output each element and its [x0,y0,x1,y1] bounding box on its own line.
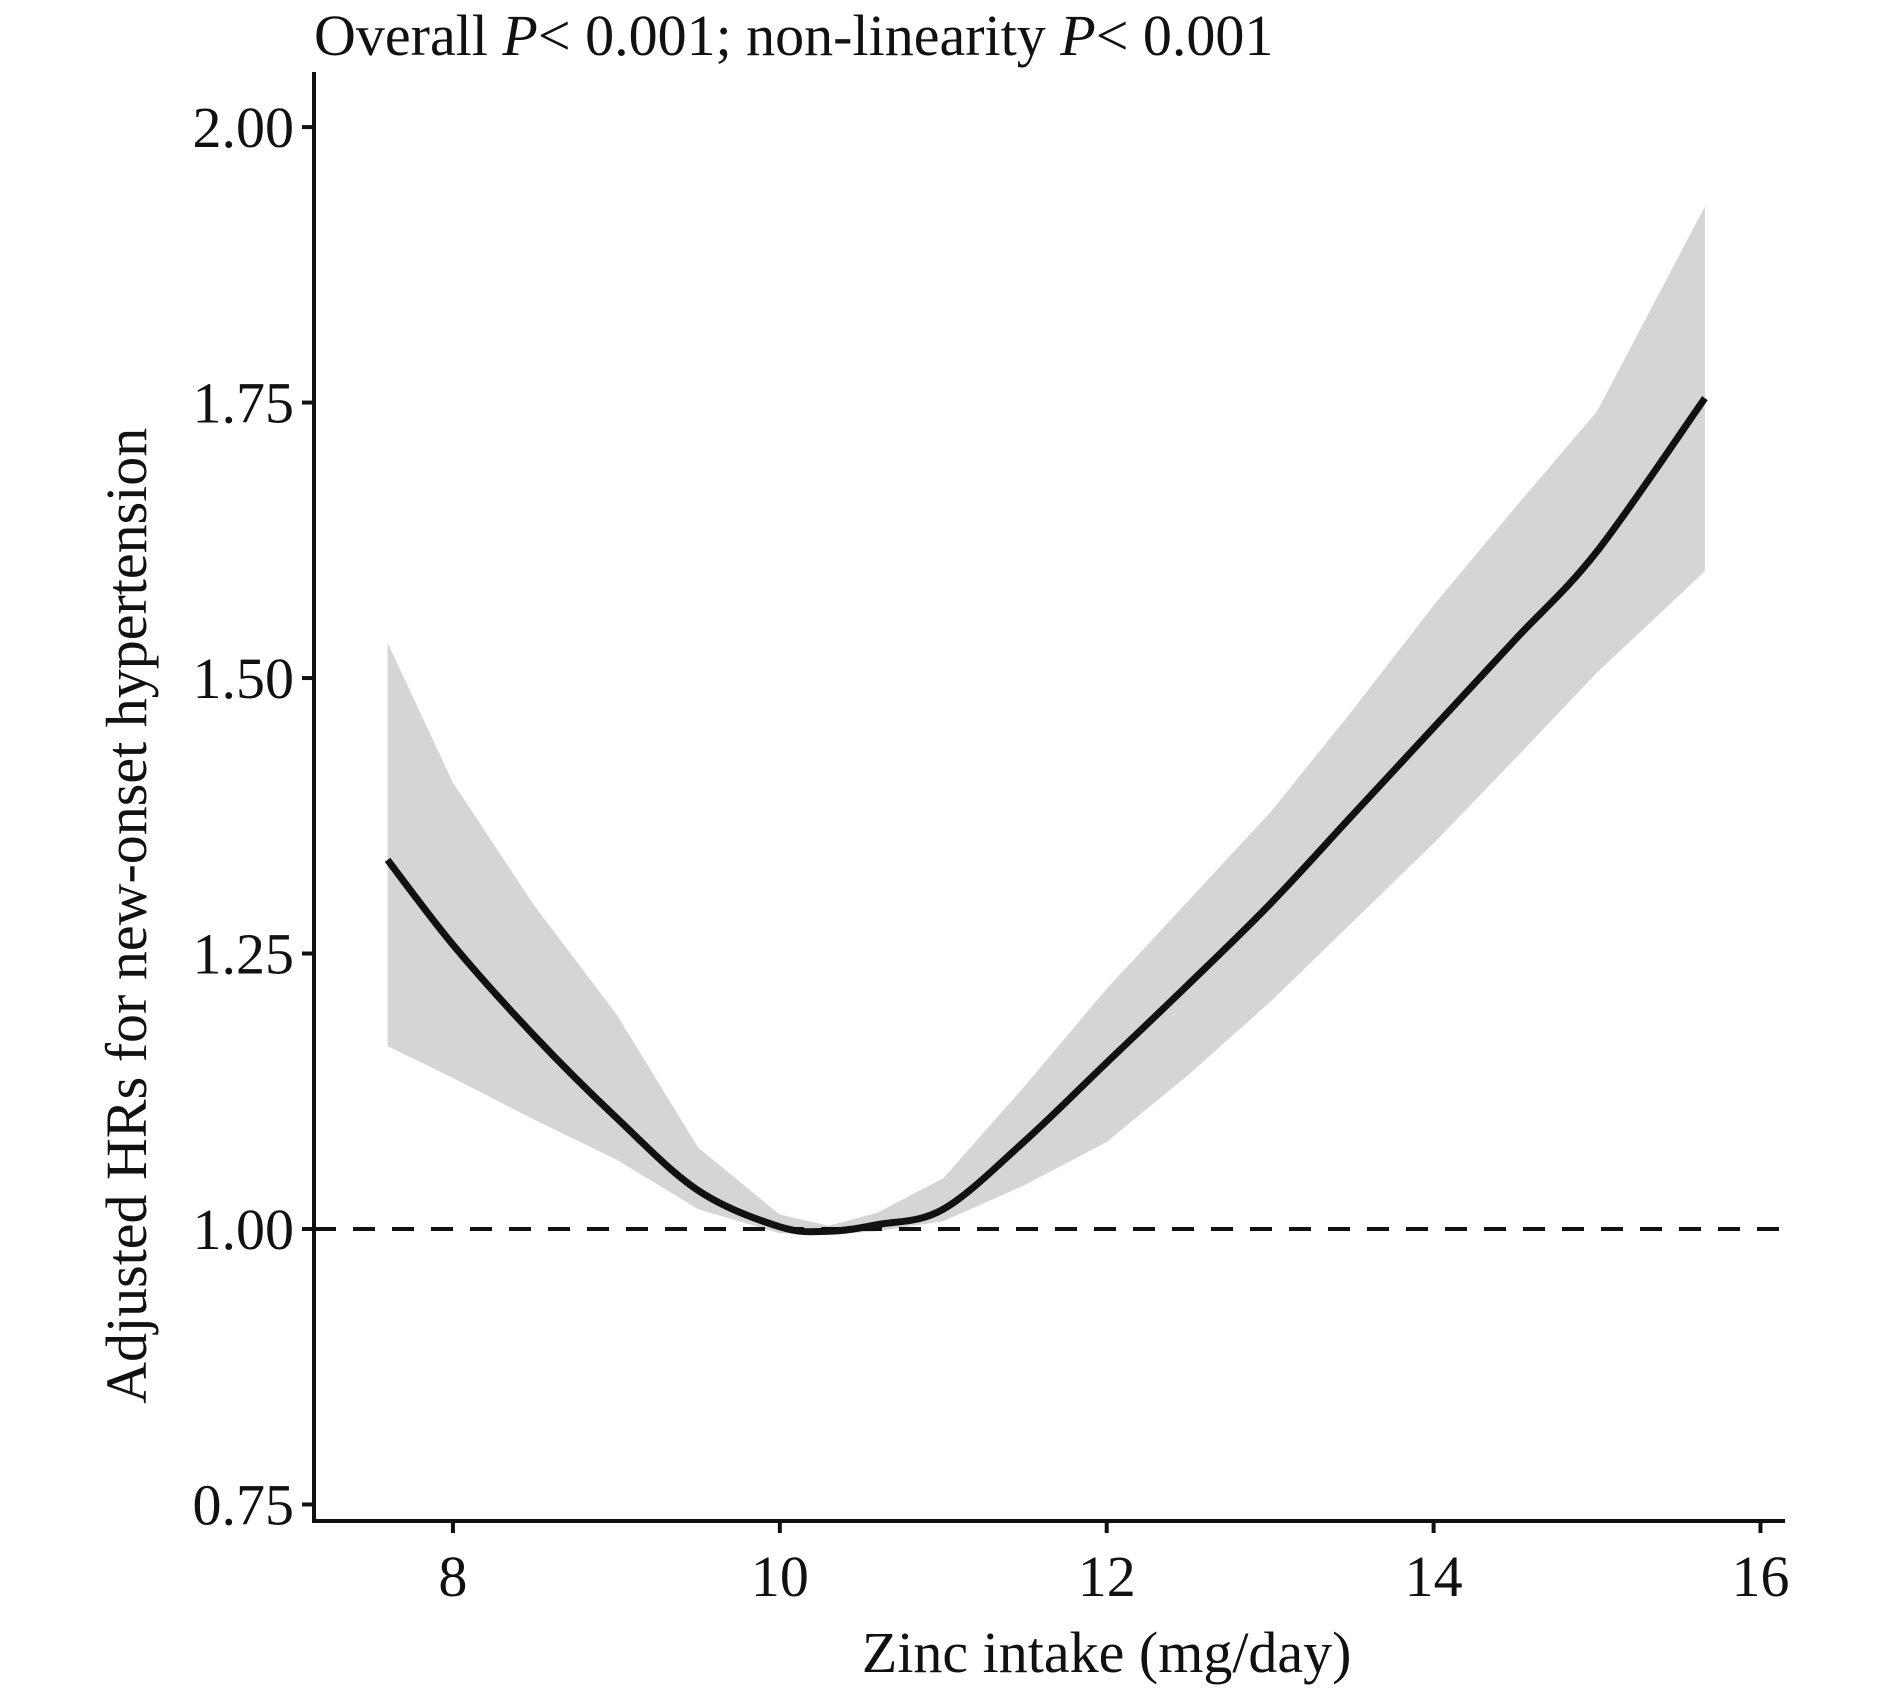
confidence-band [387,206,1705,1235]
y-tick-label: 0.75 [193,1472,295,1537]
x-axis-title: Zinc intake (mg/day) [862,1620,1352,1685]
y-tick-label: 1.50 [193,646,295,711]
hr-line-layer [384,396,1708,1236]
y-tick-label: 1.00 [193,1197,295,1262]
title-text: < 0.001 [1096,3,1274,68]
y-ticks: 0.75 1.00 1.25 1.50 1.75 2.00 [193,95,314,1537]
x-tick-label: 10 [751,1544,809,1609]
hr-line [384,396,1708,1236]
x-tick-label: 16 [1731,1544,1789,1609]
title-text: Overall [314,3,502,68]
y-tick-label: 1.25 [193,922,295,987]
y-axis-title: Adjusted HRs for new-onset hypertension [94,428,159,1404]
x-ticks: 8 10 12 14 16 [438,1521,1789,1609]
x-tick-label: 8 [438,1544,467,1609]
y-tick-label: 1.75 [193,371,295,436]
axes [312,72,1785,1523]
y-tick-label: 2.00 [193,95,295,160]
confidence-band-layer [387,206,1705,1235]
x-tick-label: 12 [1078,1544,1136,1609]
title-p-symbol: P [501,3,537,68]
chart-title: Overall P< 0.001; non-linearity P< 0.001 [314,3,1273,68]
title-p-symbol: P [1059,3,1095,68]
x-tick-label: 14 [1405,1544,1463,1609]
title-text: < 0.001; non-linearity [538,3,1060,68]
